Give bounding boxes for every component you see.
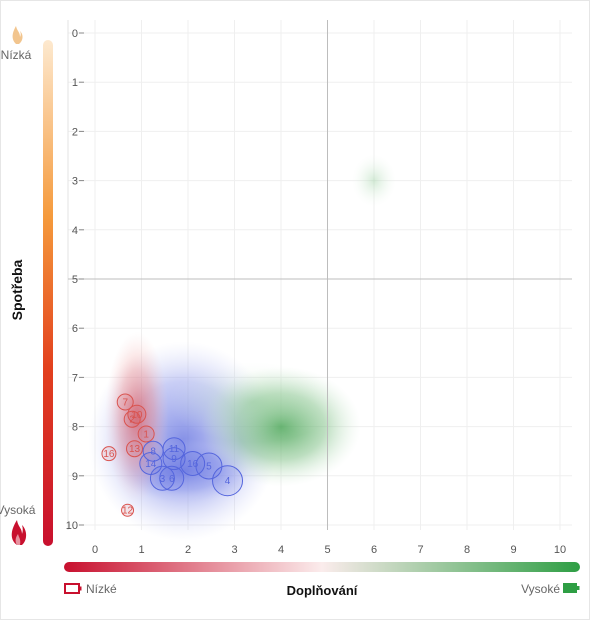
- bubble-label: 5: [206, 461, 212, 472]
- bubble-label: 9: [171, 454, 177, 465]
- y-tick-label: 9: [72, 471, 78, 483]
- bubble-red: [123, 410, 141, 428]
- bubble-label: 1: [143, 429, 149, 440]
- y-tick-label: 10: [66, 520, 78, 532]
- green-density-cloud-small: [352, 154, 396, 207]
- high-refill-battery-icon: [563, 583, 580, 593]
- bubble-label: 13: [129, 444, 141, 455]
- x-tick-label: 4: [278, 544, 284, 556]
- bubble-red: [126, 440, 144, 458]
- x-tick-label: 7: [417, 544, 423, 556]
- bubble-blue: [162, 437, 186, 461]
- y-tick-label: 5: [72, 274, 78, 286]
- bubble-blue: [149, 465, 175, 491]
- x-tick-label: 0: [92, 544, 98, 556]
- bubble-label: 4: [225, 476, 231, 487]
- bubble-label: 3: [160, 474, 166, 485]
- x-scale-right-label: Vysoké: [521, 582, 560, 596]
- x-scale-left-label: Nízké: [86, 582, 117, 596]
- x-tick-label: 9: [510, 544, 516, 556]
- green-density-halo: [168, 362, 339, 442]
- x-gradient-bar: [64, 562, 580, 572]
- x-tick-label: 3: [231, 544, 237, 556]
- high-consumption-flame-icon: [11, 520, 27, 545]
- bubble-red: [101, 446, 117, 462]
- y-axis-ticks: 0 1 2 3 4 5 6 7 8 9 10: [66, 28, 84, 532]
- x-tick-label: 8: [464, 544, 470, 556]
- bubble-red: [116, 393, 134, 411]
- bubble-red: [137, 425, 155, 443]
- y-tick-label: 0: [72, 28, 78, 40]
- y-tick-label: 2: [72, 126, 78, 138]
- y-scale-top-label: Nízká: [1, 48, 32, 62]
- y-tick-label: 8: [72, 422, 78, 434]
- low-refill-battery-icon: [64, 583, 82, 594]
- y-scale-bottom-label: Vysoká: [0, 503, 36, 517]
- x-tick-label: 2: [185, 544, 191, 556]
- y-tick-label: 4: [72, 225, 78, 237]
- x-tick-label: 1: [138, 544, 144, 556]
- bubble-red: [121, 503, 135, 517]
- y-tick-label: 3: [72, 176, 78, 188]
- y-axis-title: Spotřeba: [9, 259, 25, 320]
- bubble-label: 8: [150, 447, 156, 458]
- x-axis-title: Doplňování: [287, 583, 358, 598]
- bubble-label: 16: [103, 449, 115, 460]
- bubble-label: 2: [129, 415, 135, 426]
- low-consumption-flame-icon: [12, 26, 23, 44]
- bubble-blue: [212, 465, 244, 497]
- x-axis-ticks: 0 1 2 3 4 5 6 7 8 9 10: [92, 544, 566, 556]
- y-gradient-bar: [43, 40, 53, 546]
- bubble-blue: [159, 465, 185, 491]
- bubble-label: 16: [187, 459, 199, 470]
- x-tick-label: 5: [324, 544, 330, 556]
- red-density-cloud: [104, 331, 169, 502]
- bubble-label: 11: [169, 444, 180, 455]
- bubble-label: 10: [131, 410, 143, 421]
- bubble-red: [127, 404, 147, 424]
- bubble-label: 7: [122, 398, 128, 409]
- y-tick-label: 6: [72, 323, 78, 335]
- bubble-label: 12: [122, 506, 134, 517]
- bubble-label: 6: [169, 474, 175, 485]
- x-tick-label: 10: [554, 544, 566, 556]
- bubble-blue: [162, 447, 186, 471]
- bubble-label: 14: [145, 459, 157, 470]
- y-tick-label: 7: [72, 372, 78, 384]
- x-tick-label: 6: [371, 544, 377, 556]
- quadrant-lines: [68, 20, 572, 530]
- y-tick-label: 1: [72, 77, 78, 89]
